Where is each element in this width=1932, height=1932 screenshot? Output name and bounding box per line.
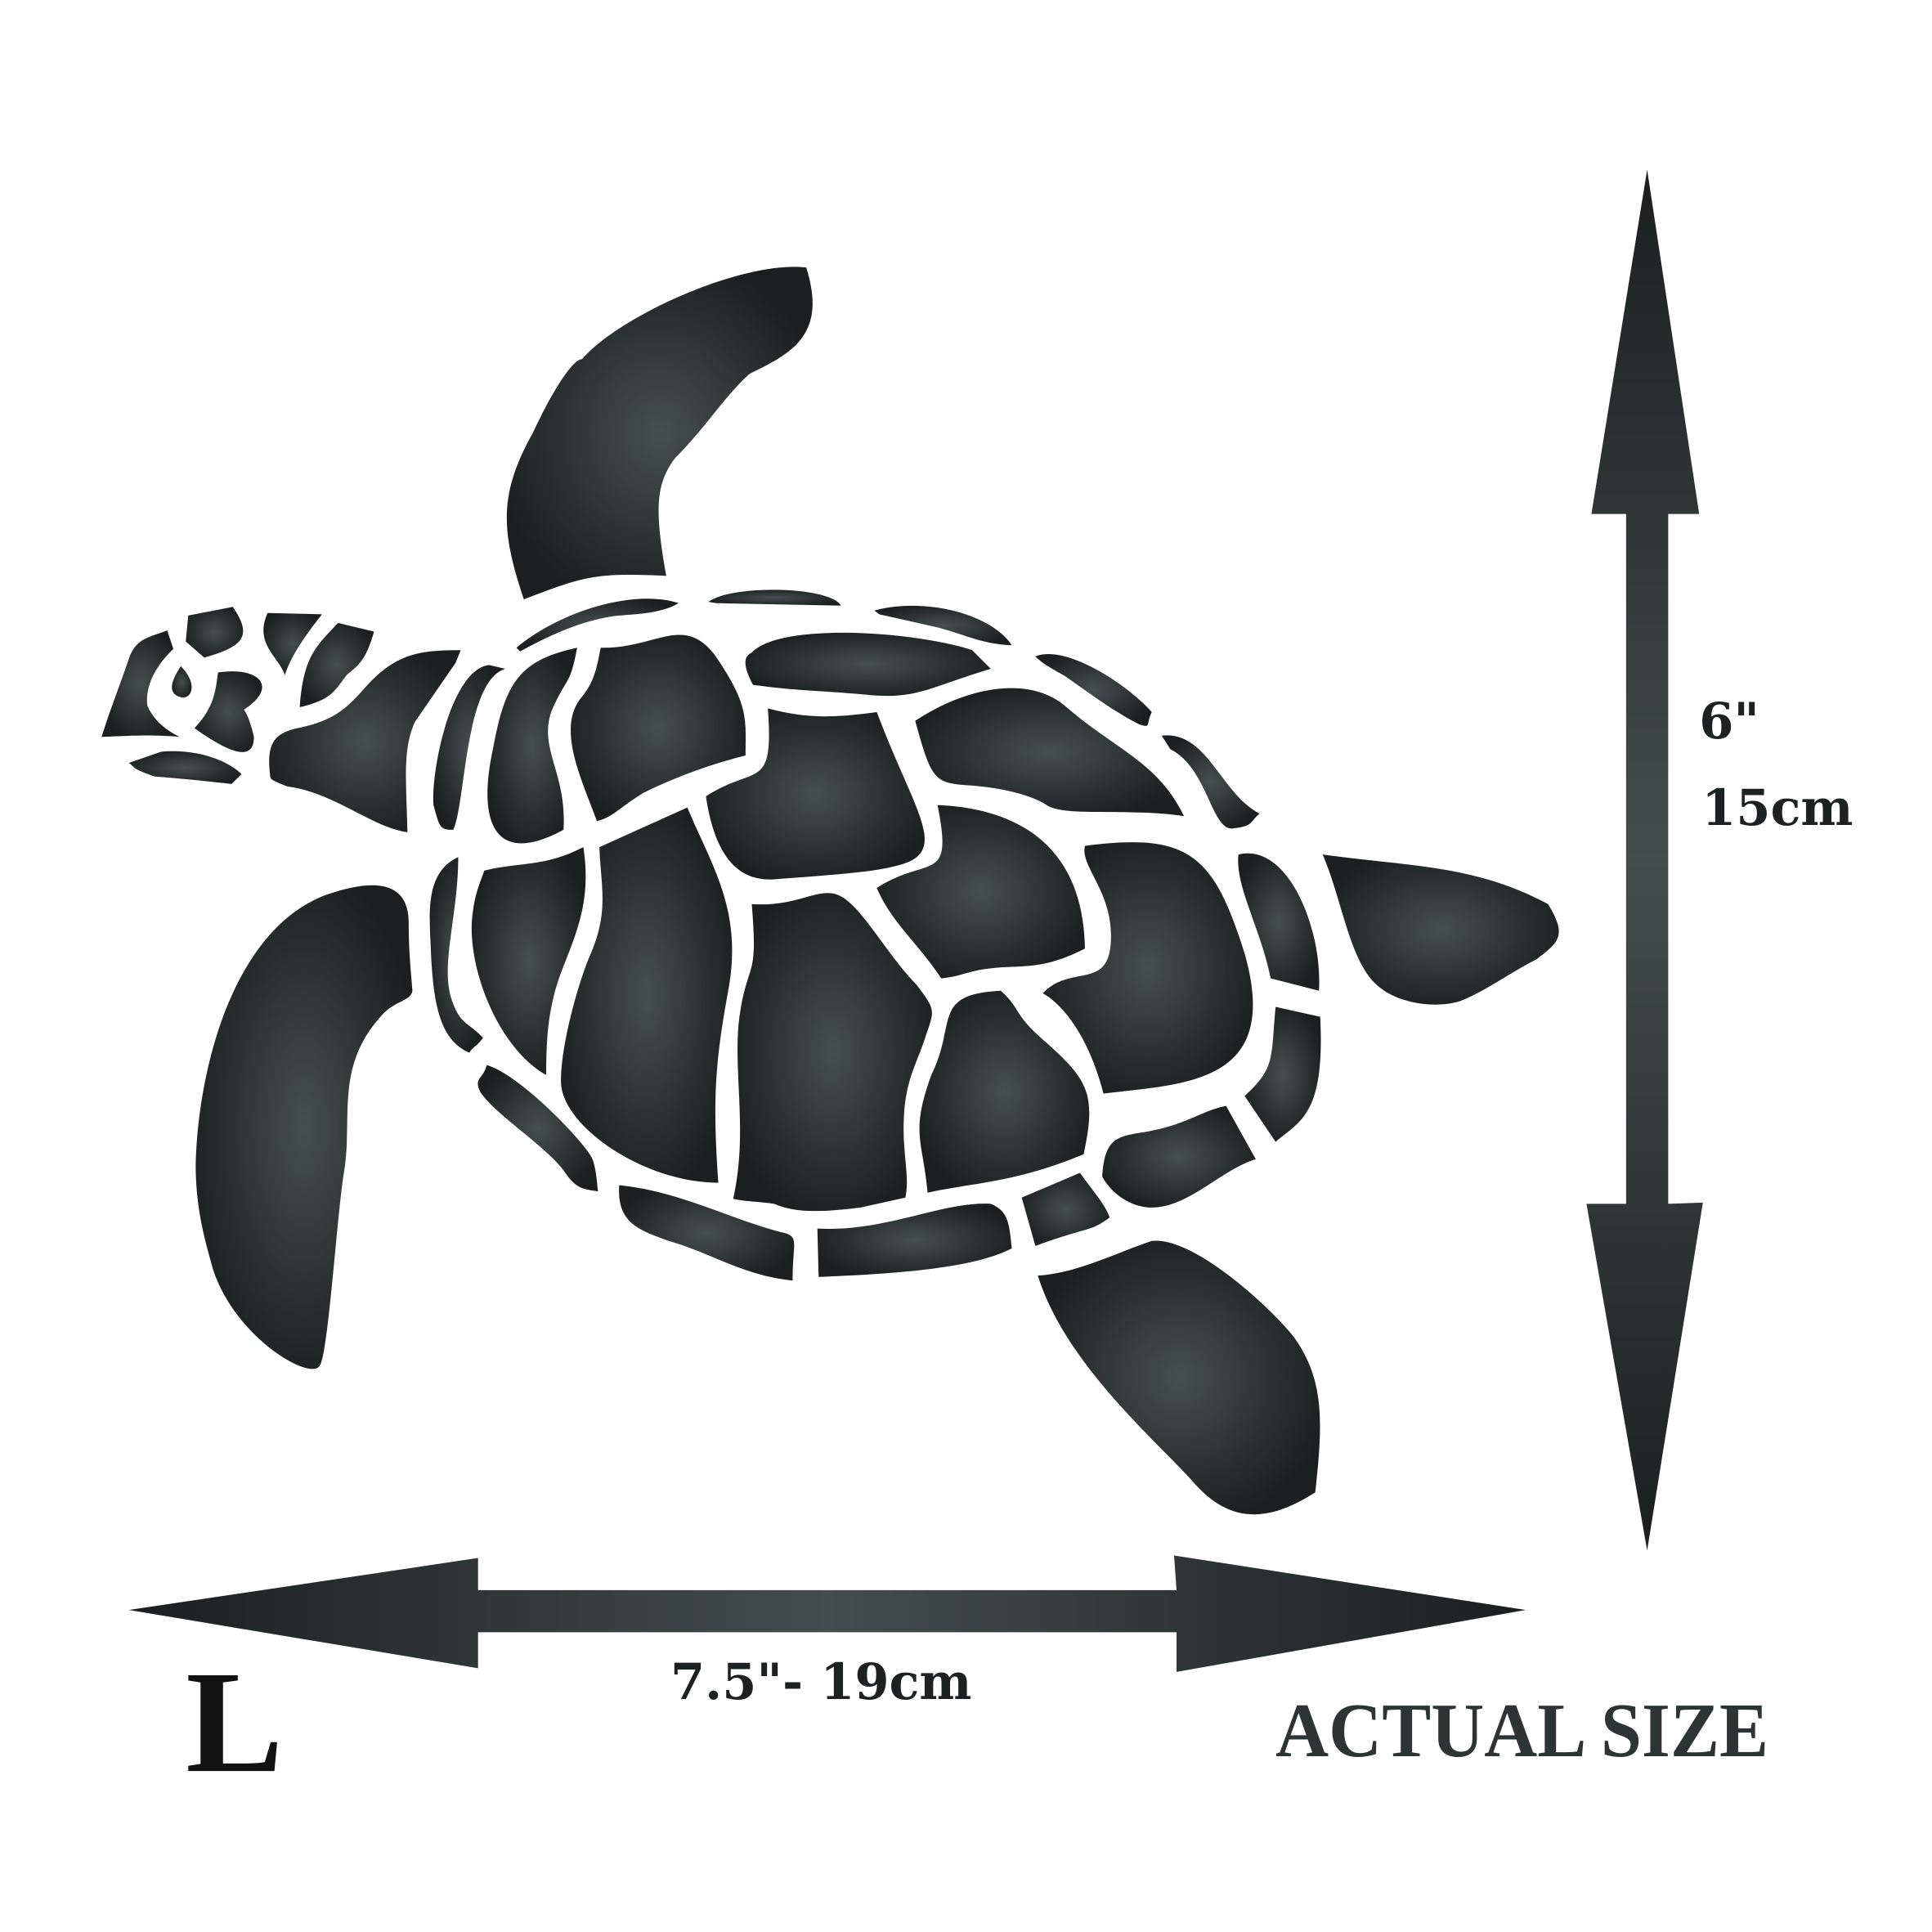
shell-plate: [429, 857, 483, 1053]
front-left-flipper: [195, 885, 413, 1369]
front-right-flipper: [506, 267, 813, 600]
rear-left-flipper: [1038, 1240, 1320, 1515]
width-label: 7.5"- 19cm: [670, 1653, 971, 1711]
shell-plate: [471, 847, 586, 1075]
shell-plate: [1042, 842, 1253, 1094]
shell-plate: [919, 990, 1090, 1193]
shell-plate: [876, 805, 1085, 979]
shell-plate: [733, 893, 932, 1212]
shell-plate: [516, 598, 679, 652]
shell-plate: [1021, 1172, 1110, 1246]
neck: [269, 650, 461, 832]
shell-plate: [915, 688, 1185, 817]
shell-plate: [817, 1204, 1012, 1277]
height-cm-label: 15cm: [1701, 779, 1853, 837]
head-piece: [101, 630, 180, 737]
head-eye: [172, 666, 192, 698]
shell-plate: [745, 632, 991, 697]
shell-plate: [706, 708, 925, 880]
head-piece: [194, 671, 262, 752]
shell-plate: [1244, 1006, 1321, 1142]
shell-plate: [1238, 853, 1320, 991]
shell-plate: [619, 1185, 795, 1281]
shell-plate: [1161, 735, 1260, 829]
height-inches-label: 6": [1699, 693, 1759, 751]
head-piece: [186, 607, 244, 658]
sea-turtle-stencil-icon: [101, 267, 1559, 1515]
shell-plate: [874, 605, 1012, 646]
actual-size-note: ACTUAL SIZE: [1275, 1688, 1768, 1773]
head-piece: [299, 622, 374, 707]
shell-plate: [487, 648, 577, 844]
head-piece: [128, 751, 242, 784]
head-piece: [263, 612, 322, 675]
shell-plate: [571, 634, 746, 822]
shell-plate: [1102, 1105, 1256, 1208]
size-letter: L: [186, 1641, 283, 1803]
shell-plate: [561, 807, 733, 1183]
rear-right-flipper: [1322, 854, 1559, 1005]
shell-plate: [433, 665, 506, 830]
shell-plate: [1035, 653, 1152, 726]
shell-plate: [477, 1065, 598, 1192]
shell-plate: [708, 589, 841, 606]
vertical-double-arrow-icon: [1586, 169, 1703, 1551]
